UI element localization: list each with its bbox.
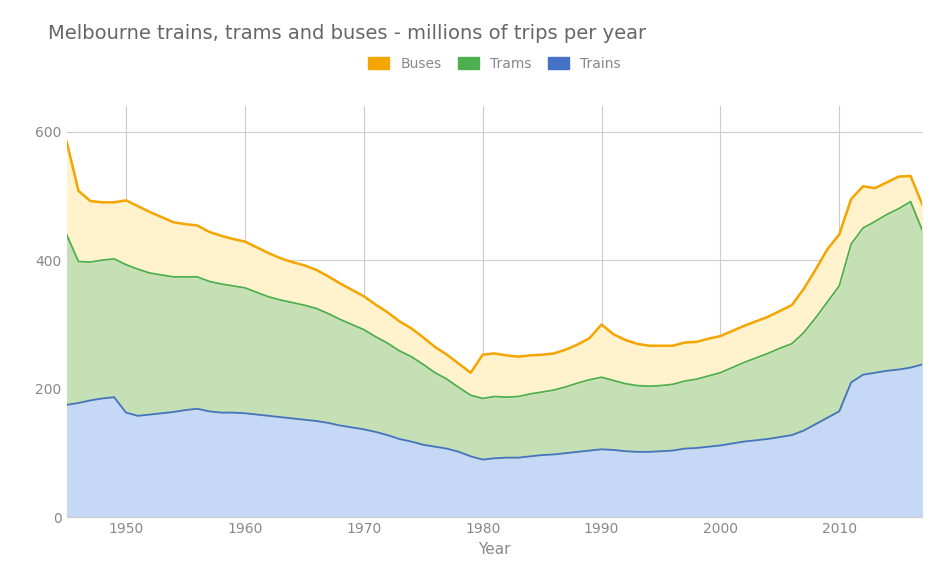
Text: Melbourne trains, trams and buses - millions of trips per year: Melbourne trains, trams and buses - mill… [48,24,646,42]
Legend: Buses, Trams, Trains: Buses, Trams, Trains [362,51,627,76]
X-axis label: Year: Year [478,542,511,557]
